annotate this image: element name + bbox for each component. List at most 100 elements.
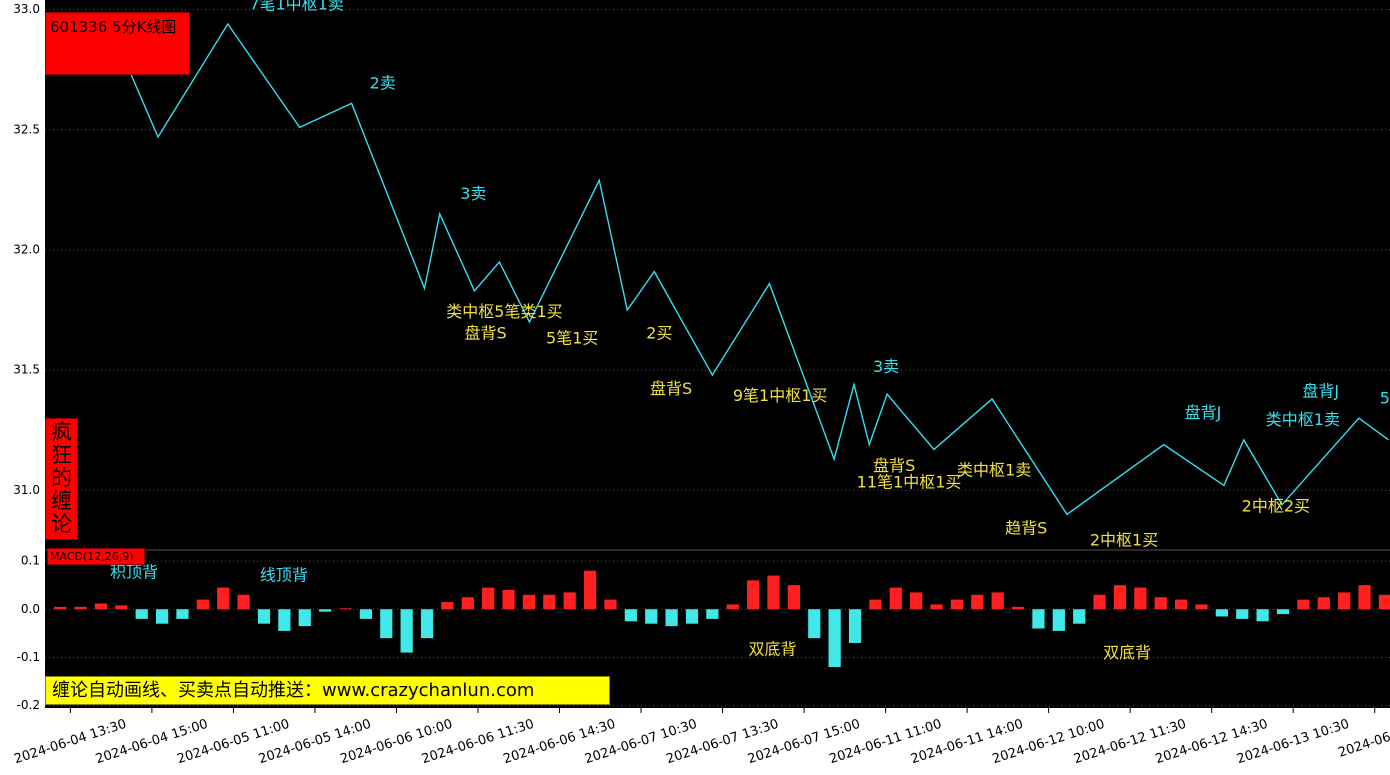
annotation: 双底背	[748, 640, 796, 659]
macd-bar	[1236, 609, 1249, 619]
macd-bar	[237, 594, 250, 610]
macd-bar	[94, 603, 108, 610]
macd-bar	[685, 609, 699, 624]
annotation: 9笔1中枢1买	[733, 386, 828, 405]
y-tick-label: 32.5	[13, 122, 40, 136]
annotation: 2中枢1买	[1090, 530, 1158, 549]
macd-bar	[1195, 604, 1208, 610]
macd-bar	[1338, 592, 1351, 610]
macd-bar	[1052, 609, 1065, 631]
annotation: 类中枢1卖	[957, 461, 1031, 480]
macd-bar	[74, 606, 87, 610]
macd-bar	[930, 604, 943, 610]
macd-bar	[991, 592, 1004, 610]
macd-bar	[869, 599, 882, 610]
macd-bar	[298, 609, 311, 627]
macd-bar	[971, 594, 984, 610]
macd-bar	[359, 609, 373, 619]
annotation: 盘背S	[465, 324, 507, 343]
macd-bar	[828, 609, 841, 668]
macd-bar	[706, 609, 719, 619]
y-tick-label: 31.5	[13, 363, 40, 377]
macd-bar	[461, 597, 474, 610]
annotation: 盘背J	[1302, 381, 1339, 400]
annotation: 积顶背	[110, 563, 158, 582]
macd-bar	[196, 599, 209, 610]
macd-bar	[380, 609, 393, 639]
macd-bar	[1256, 609, 1269, 622]
y-tick-label: 33.0	[13, 2, 40, 16]
macd-bar	[787, 585, 800, 610]
annotation: 2买	[646, 324, 672, 343]
macd-bar	[1358, 585, 1371, 610]
annotation: 盘背S	[650, 379, 692, 398]
macd-bar	[135, 609, 148, 619]
macd-bar	[950, 599, 964, 610]
macd-bar	[217, 587, 230, 610]
macd-bar	[645, 609, 658, 624]
annotation: 2卖	[370, 74, 396, 93]
macd-bar	[522, 594, 536, 610]
macd-bar	[319, 609, 332, 612]
y-tick-label: -0.2	[17, 698, 40, 712]
plot-background	[45, 0, 1390, 708]
banner: 缠论自动画线、买卖点自动推送：www.crazychanlun.com	[45, 676, 610, 705]
macd-bar	[257, 609, 271, 624]
macd-bar	[339, 608, 352, 610]
chart-title: 601336 5分K线图	[45, 12, 190, 75]
annotation: 类中枢5笔类1买	[446, 302, 562, 321]
macd-bar	[583, 570, 597, 610]
annotation: 5	[1380, 388, 1390, 407]
annotation: 盘背J	[1185, 403, 1222, 422]
y-tick-label: 32.0	[13, 242, 40, 256]
annotation: 2中枢2买	[1242, 497, 1310, 516]
annotation: 3卖	[460, 184, 486, 203]
annotation: 11笔1中枢1买	[857, 473, 962, 492]
macd-bar	[400, 609, 413, 653]
y-tick-label: 0.1	[21, 554, 40, 568]
macd-bar	[420, 609, 434, 639]
macd-bar	[767, 575, 780, 610]
annotation: 盘背S	[873, 456, 915, 475]
macd-bar	[624, 609, 637, 622]
macd-bar	[1073, 609, 1086, 624]
macd-bar	[1032, 609, 1045, 629]
macd-bar	[502, 589, 515, 610]
y-tick-label: -0.1	[17, 650, 40, 664]
macd-bar	[278, 609, 291, 631]
annotation: 类中枢1卖	[1266, 410, 1340, 429]
stroke-line	[124, 22, 1389, 516]
macd-bar	[1113, 585, 1127, 610]
macd-title: MACD(12,26,9)	[47, 548, 145, 565]
annotation: 3卖	[873, 357, 899, 376]
macd-bar	[441, 602, 454, 610]
macd-bar	[848, 609, 862, 643]
macd-bar	[808, 609, 821, 639]
annotation: 7笔1中枢1卖	[249, 0, 344, 13]
annotation: 5笔1买	[546, 328, 598, 347]
macd-bar	[1378, 594, 1390, 610]
annotation: 趋背S	[1005, 518, 1047, 537]
annotation: 线顶背	[260, 566, 308, 585]
macd-bar	[889, 587, 902, 610]
macd-bar	[1154, 597, 1167, 610]
macd-bar	[747, 580, 760, 610]
macd-bar	[1276, 609, 1290, 615]
macd-bar	[543, 594, 556, 610]
macd-bar	[604, 599, 617, 610]
macd-bar	[115, 605, 128, 610]
macd-bar	[482, 587, 495, 610]
side-label: 疯狂的缠论	[45, 418, 78, 540]
y-tick-label: 0.0	[21, 602, 40, 616]
macd-bar	[1011, 606, 1025, 610]
macd-bar	[155, 609, 169, 624]
macd-bar	[726, 604, 739, 610]
macd-bar	[665, 609, 678, 627]
annotation: 双底背	[1103, 643, 1151, 662]
macd-bar	[563, 592, 576, 610]
y-tick-label: 31.0	[13, 483, 40, 497]
macd-bar	[1215, 609, 1228, 617]
macd-bar	[1174, 599, 1188, 610]
